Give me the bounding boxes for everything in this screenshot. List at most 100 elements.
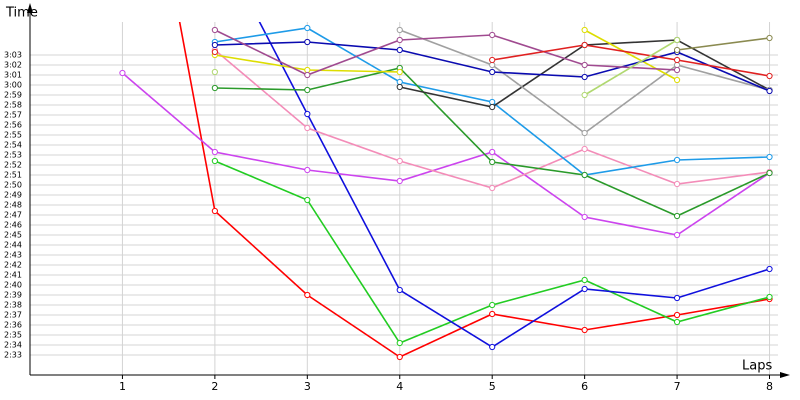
data-point — [581, 41, 588, 49]
data-point — [304, 196, 311, 204]
y-tick-label: 3:00 — [4, 81, 22, 90]
data-point — [673, 46, 681, 54]
data-point — [396, 286, 403, 294]
data-point — [489, 98, 496, 106]
y-tick-label: 3:02 — [4, 61, 22, 70]
data-point — [489, 158, 496, 166]
data-point — [673, 212, 681, 220]
x-tick-label: 1 — [119, 380, 126, 393]
x-tick-label: 8 — [766, 380, 773, 393]
data-point — [396, 83, 403, 91]
y-tick-label: 2:47 — [4, 211, 22, 220]
y-tick-label: 2:42 — [4, 261, 22, 270]
y-tick-label: 2:45 — [4, 231, 22, 240]
y-axis-arrow — [27, 3, 33, 13]
series-line — [584, 29, 678, 81]
data-point — [766, 169, 773, 177]
data-point — [489, 61, 496, 69]
y-tick-label: 2:40 — [4, 281, 22, 290]
data-point — [673, 56, 681, 64]
data-point — [489, 148, 496, 156]
series-line — [676, 37, 770, 51]
data-point — [673, 180, 681, 188]
x-tick-label: 2 — [211, 380, 218, 393]
y-tick-label: 2:35 — [4, 331, 22, 340]
data-point — [766, 34, 773, 42]
y-tick-label: 2:52 — [4, 161, 22, 170]
data-point — [304, 110, 311, 118]
y-tick-label: 2:38 — [4, 301, 22, 310]
y-tick-label: 2:49 — [4, 191, 22, 200]
data-point — [304, 71, 311, 79]
series-line — [584, 39, 678, 96]
x-tick-label: 3 — [304, 380, 311, 393]
y-tick-label: 2:36 — [4, 321, 22, 330]
series-line — [214, 29, 678, 76]
data-point — [489, 301, 496, 309]
y-tick-label: 2:34 — [4, 341, 22, 350]
data-point — [581, 26, 588, 34]
data-point — [304, 86, 311, 94]
x-tick-label: 6 — [581, 380, 588, 393]
y-tick-label: 2:41 — [4, 271, 22, 280]
data-point — [766, 265, 773, 273]
y-tick-label: 2:57 — [4, 111, 22, 120]
x-tick-label: 7 — [674, 380, 681, 393]
data-point — [581, 276, 588, 284]
data-point — [304, 291, 311, 299]
data-point — [489, 31, 496, 39]
data-point — [766, 293, 773, 301]
data-point — [211, 84, 218, 92]
data-point — [766, 72, 773, 80]
data-point — [211, 157, 218, 165]
data-point — [489, 184, 496, 192]
data-point — [673, 76, 681, 84]
y-tick-label: 2:50 — [4, 181, 22, 190]
y-tick-label: 2:48 — [4, 201, 22, 210]
y-tick-label: 2:44 — [4, 241, 22, 250]
data-point — [304, 124, 311, 132]
data-point — [673, 231, 681, 239]
data-point — [396, 353, 403, 361]
y-tick-label: 2:37 — [4, 311, 22, 320]
data-point — [581, 73, 588, 81]
y-tick-label: 2:33 — [4, 351, 22, 360]
series-line — [492, 44, 770, 77]
data-point — [673, 156, 681, 164]
data-point — [581, 61, 588, 69]
data-point — [673, 318, 681, 326]
data-point — [396, 157, 403, 165]
data-point — [581, 213, 588, 221]
y-tick-label: 2:51 — [4, 171, 22, 180]
data-point — [766, 87, 773, 95]
data-point — [211, 148, 218, 156]
y-tick-label: 2:46 — [4, 221, 22, 230]
data-point — [304, 166, 311, 174]
data-point — [304, 24, 311, 32]
data-point — [396, 46, 403, 54]
y-tick-label: 2:54 — [4, 141, 22, 150]
y-tick-label: 2:58 — [4, 101, 22, 110]
x-axis-arrow — [780, 372, 790, 378]
data-point — [304, 66, 311, 74]
data-point — [211, 26, 218, 34]
data-point — [396, 339, 403, 347]
data-point — [581, 171, 588, 179]
y-tick-label: 2:39 — [4, 291, 22, 300]
data-point — [581, 91, 588, 99]
data-point — [673, 311, 681, 319]
data-point — [304, 38, 311, 46]
data-point — [211, 68, 218, 76]
data-point — [396, 177, 403, 185]
data-point — [119, 69, 126, 77]
x-tick-label: 5 — [489, 380, 496, 393]
data-point — [211, 48, 218, 56]
series-line — [178, 22, 770, 358]
data-point — [211, 207, 218, 215]
data-point — [581, 145, 588, 153]
data-point — [489, 68, 496, 76]
data-point — [673, 36, 681, 44]
data-point — [581, 326, 588, 334]
y-tick-label: 2:56 — [4, 121, 22, 130]
data-point — [396, 36, 403, 44]
